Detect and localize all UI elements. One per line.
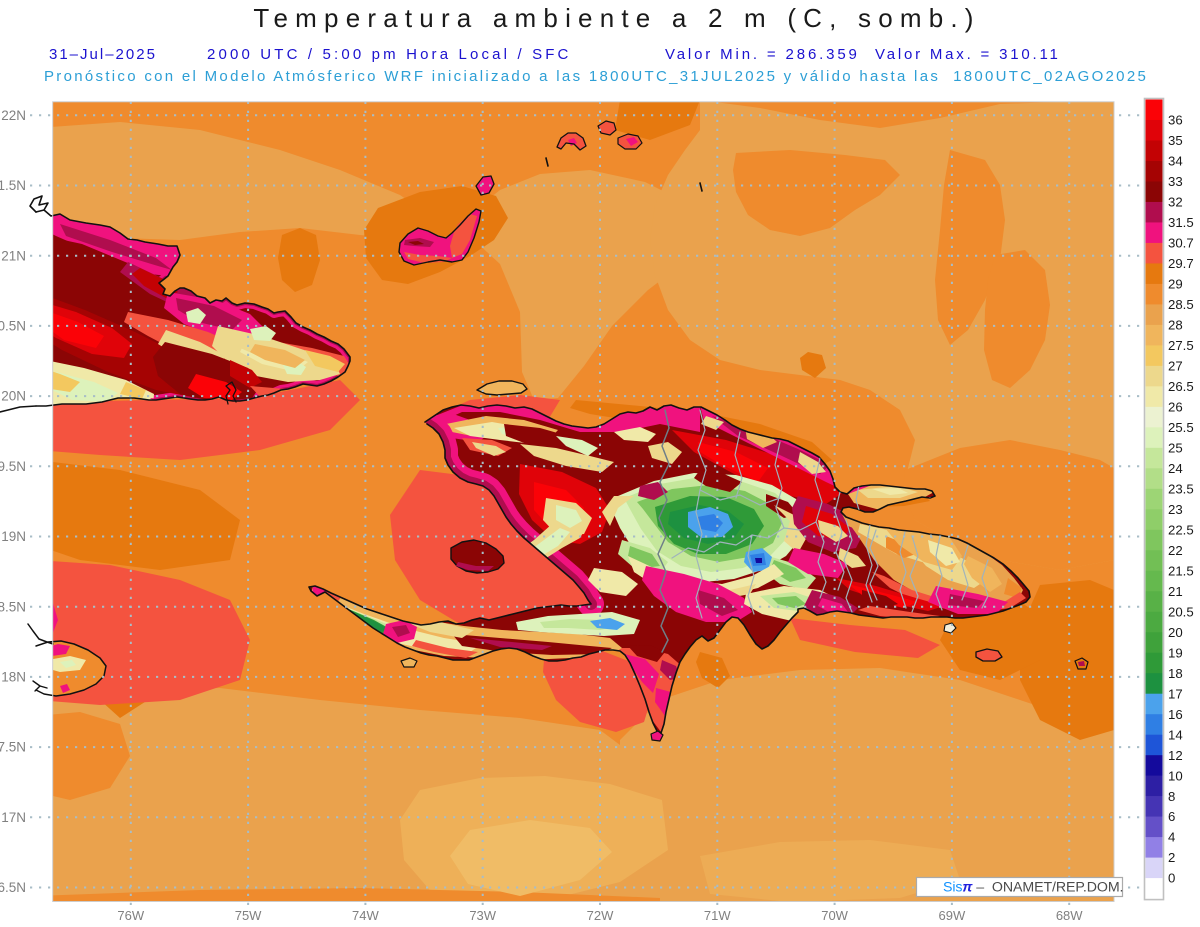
svg-text:4: 4 — [1168, 830, 1175, 845]
svg-text:Sisπ – ONAMET/REP.DOM.: Sisπ – ONAMET/REP.DOM. — [943, 880, 1123, 896]
svg-text:36: 36 — [1168, 113, 1183, 128]
svg-text:75W: 75W — [235, 908, 262, 923]
svg-text:27.5: 27.5 — [1168, 338, 1194, 353]
svg-text:28.5: 28.5 — [1168, 297, 1194, 312]
svg-text:26.5: 26.5 — [1168, 379, 1194, 394]
svg-text:21: 21 — [1168, 584, 1183, 599]
svg-text:17.5N: 17.5N — [0, 740, 26, 755]
svg-text:16.5N: 16.5N — [0, 880, 26, 895]
svg-text:0: 0 — [1168, 871, 1175, 886]
svg-text:71W: 71W — [704, 908, 731, 923]
svg-text:24: 24 — [1168, 461, 1183, 476]
svg-text:70W: 70W — [821, 908, 848, 923]
svg-text:20: 20 — [1168, 625, 1183, 640]
svg-text:33: 33 — [1168, 174, 1183, 189]
svg-text:26: 26 — [1168, 399, 1183, 414]
svg-text:20N: 20N — [1, 389, 26, 404]
svg-text:19.5N: 19.5N — [0, 459, 26, 474]
svg-text:19: 19 — [1168, 645, 1183, 660]
svg-text:68W: 68W — [1056, 908, 1083, 923]
svg-text:8: 8 — [1168, 789, 1175, 804]
svg-text:21.5: 21.5 — [1168, 563, 1194, 578]
svg-text:20.5N: 20.5N — [0, 319, 26, 334]
svg-text:20.5: 20.5 — [1168, 604, 1194, 619]
svg-text:22N: 22N — [1, 108, 26, 123]
svg-text:22: 22 — [1168, 543, 1183, 558]
svg-text:69W: 69W — [939, 908, 966, 923]
svg-text:16: 16 — [1168, 707, 1183, 722]
svg-text:17N: 17N — [1, 810, 26, 825]
svg-text:21.5N: 21.5N — [0, 178, 26, 193]
svg-text:73W: 73W — [469, 908, 496, 923]
svg-text:10: 10 — [1168, 768, 1183, 783]
svg-text:14: 14 — [1168, 727, 1183, 742]
svg-text:18: 18 — [1168, 666, 1183, 681]
svg-text:74W: 74W — [352, 908, 379, 923]
svg-text:22.5: 22.5 — [1168, 522, 1194, 537]
svg-text:25.5: 25.5 — [1168, 420, 1194, 435]
svg-text:19N: 19N — [1, 529, 26, 544]
svg-text:2: 2 — [1168, 850, 1175, 865]
svg-text:29.7: 29.7 — [1168, 256, 1194, 271]
svg-text:12: 12 — [1168, 748, 1183, 763]
svg-text:23.5: 23.5 — [1168, 481, 1194, 496]
svg-text:18N: 18N — [1, 670, 26, 685]
svg-text:27: 27 — [1168, 359, 1183, 374]
svg-text:25: 25 — [1168, 440, 1183, 455]
svg-text:32: 32 — [1168, 195, 1183, 210]
svg-text:6: 6 — [1168, 809, 1175, 824]
svg-text:30.7: 30.7 — [1168, 236, 1194, 251]
svg-text:35: 35 — [1168, 133, 1183, 148]
svg-text:76W: 76W — [117, 908, 144, 923]
svg-text:31.5: 31.5 — [1168, 215, 1194, 230]
svg-text:29: 29 — [1168, 277, 1183, 292]
svg-text:72W: 72W — [587, 908, 614, 923]
svg-text:23: 23 — [1168, 502, 1183, 517]
svg-text:28: 28 — [1168, 318, 1183, 333]
svg-text:17: 17 — [1168, 686, 1183, 701]
svg-text:18.5N: 18.5N — [0, 599, 26, 614]
svg-text:21N: 21N — [1, 248, 26, 263]
svg-text:34: 34 — [1168, 154, 1183, 169]
